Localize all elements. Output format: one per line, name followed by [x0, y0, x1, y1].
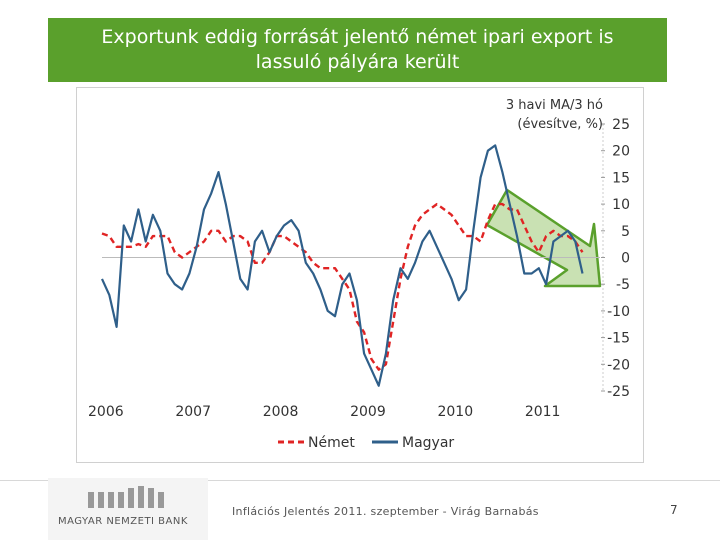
x-tick-label: 2010 — [437, 404, 473, 420]
y-tick-label: 20 — [612, 144, 630, 160]
series-line-nemet — [101, 202, 584, 371]
y-tick-label: 25 — [612, 117, 630, 133]
mnb-logo: MAGYAR NEMZETI BANK — [48, 478, 208, 540]
y-tick-label: 0 — [621, 251, 630, 267]
legend-label-nemet: Német — [308, 435, 355, 451]
page-number: 7 — [670, 503, 678, 517]
legend-label-magyar: Magyar — [402, 435, 454, 451]
y-axis-label-line2: (évesítve, %) — [517, 117, 603, 132]
y-tick-label: 15 — [612, 170, 630, 186]
slide-title: Exportunk eddig forrását jelentő német i… — [48, 18, 667, 82]
x-tick-label: 2008 — [263, 404, 299, 420]
footer-divider — [0, 480, 720, 481]
x-tick-label: 2006 — [88, 404, 124, 420]
series-line-magyar — [100, 144, 584, 387]
trend-arrow — [485, 188, 602, 288]
x-tick-label: 2007 — [175, 404, 211, 420]
y-axis-label-line1: 3 havi MA/3 hó — [506, 98, 603, 113]
chart-frame — [76, 87, 644, 463]
y-tick-label: 5 — [621, 224, 630, 240]
slide-title-line2: lassuló pályára került — [255, 51, 460, 73]
slide-title-line1: Exportunk eddig forrását jelentő német i… — [101, 26, 614, 48]
x-tick-label: 2009 — [350, 404, 386, 420]
y-tick-label: -25 — [607, 384, 630, 400]
y-tick-label: -15 — [607, 331, 630, 347]
y-tick-label: -20 — [607, 357, 630, 373]
y-tick-label: -5 — [616, 277, 630, 293]
footer-text: Inflációs Jelentés 2011. szeptember - Vi… — [232, 505, 539, 518]
logo-text: MAGYAR NEMZETI BANK — [58, 516, 188, 527]
mnb-logo-mark — [88, 486, 164, 508]
x-tick-label: 2011 — [525, 404, 561, 420]
y-tick-label: 10 — [612, 197, 630, 213]
y-tick-label: -10 — [607, 304, 630, 320]
